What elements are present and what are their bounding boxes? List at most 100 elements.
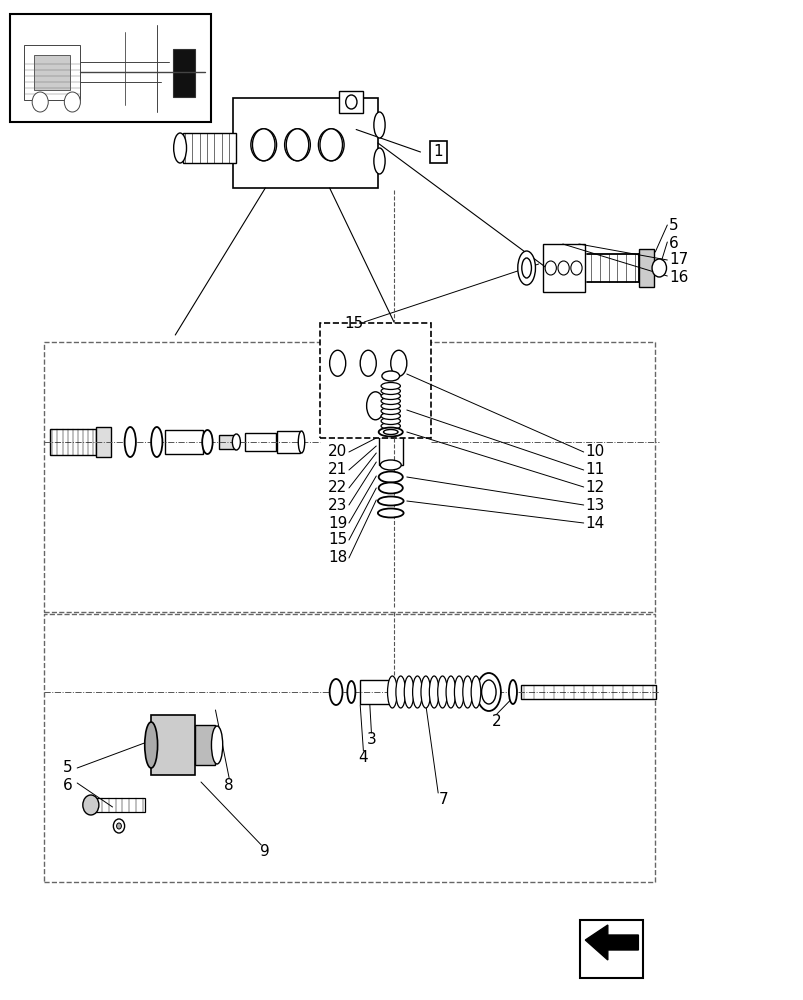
Ellipse shape <box>298 431 304 453</box>
Ellipse shape <box>380 460 401 470</box>
Ellipse shape <box>395 676 405 708</box>
Circle shape <box>651 259 666 277</box>
Text: 2: 2 <box>491 714 501 730</box>
Bar <box>96 427 111 457</box>
Circle shape <box>544 261 556 275</box>
Ellipse shape <box>145 722 157 768</box>
Ellipse shape <box>378 483 402 493</box>
Ellipse shape <box>252 129 275 161</box>
Ellipse shape <box>471 676 480 708</box>
Ellipse shape <box>390 350 406 376</box>
Ellipse shape <box>329 679 342 705</box>
Bar <box>92 798 145 812</box>
Ellipse shape <box>366 392 384 420</box>
Ellipse shape <box>360 350 376 376</box>
Bar <box>44 342 654 612</box>
Ellipse shape <box>329 350 345 376</box>
Text: 16: 16 <box>668 270 687 286</box>
Ellipse shape <box>421 676 430 708</box>
Ellipse shape <box>429 676 438 708</box>
Circle shape <box>557 261 569 275</box>
Ellipse shape <box>437 676 446 708</box>
Text: 6: 6 <box>668 235 678 250</box>
Text: 7: 7 <box>438 792 448 808</box>
Text: 13: 13 <box>585 497 604 512</box>
Ellipse shape <box>232 434 240 450</box>
Circle shape <box>113 819 124 833</box>
Ellipse shape <box>211 726 222 764</box>
Bar <box>173 49 195 97</box>
Text: 6: 6 <box>63 778 72 792</box>
Bar <box>380 360 401 378</box>
Ellipse shape <box>377 496 403 506</box>
Ellipse shape <box>381 408 400 414</box>
Text: 5: 5 <box>668 218 678 232</box>
Bar <box>183 133 236 163</box>
Circle shape <box>116 823 121 829</box>
Ellipse shape <box>508 680 516 704</box>
Ellipse shape <box>202 430 213 454</box>
Ellipse shape <box>521 258 531 278</box>
Text: 20: 20 <box>328 444 347 460</box>
Text: 5: 5 <box>63 760 72 776</box>
Circle shape <box>32 92 48 112</box>
Circle shape <box>345 95 357 109</box>
Circle shape <box>64 92 80 112</box>
Text: 12: 12 <box>585 480 604 494</box>
Bar <box>218 435 236 449</box>
Text: 21: 21 <box>328 462 347 478</box>
Text: 10: 10 <box>585 444 604 460</box>
Ellipse shape <box>381 382 400 389</box>
Text: 14: 14 <box>585 516 604 530</box>
Circle shape <box>570 261 581 275</box>
Bar <box>151 715 195 775</box>
Bar <box>165 430 203 454</box>
Text: 3: 3 <box>366 732 376 748</box>
Text: 9: 9 <box>260 844 270 859</box>
Ellipse shape <box>517 251 535 285</box>
Bar <box>360 680 393 704</box>
Polygon shape <box>585 925 638 960</box>
Ellipse shape <box>381 392 400 399</box>
Ellipse shape <box>378 428 402 436</box>
Text: 11: 11 <box>585 462 604 478</box>
Ellipse shape <box>476 673 500 711</box>
Ellipse shape <box>387 676 397 708</box>
Ellipse shape <box>373 148 385 174</box>
Text: 19: 19 <box>328 516 347 530</box>
Ellipse shape <box>377 508 403 518</box>
Bar <box>195 725 215 765</box>
Bar <box>520 685 655 699</box>
Ellipse shape <box>173 133 186 163</box>
Circle shape <box>318 129 344 161</box>
Ellipse shape <box>381 387 400 394</box>
Bar <box>50 429 96 455</box>
Text: 17: 17 <box>668 252 687 267</box>
Ellipse shape <box>381 412 400 420</box>
Text: 4: 4 <box>358 750 368 766</box>
Ellipse shape <box>378 472 402 483</box>
Ellipse shape <box>373 112 385 138</box>
Text: 1: 1 <box>433 144 442 159</box>
Bar <box>24 45 80 100</box>
Ellipse shape <box>320 129 342 161</box>
Circle shape <box>83 795 99 815</box>
Bar <box>10 14 210 122</box>
Circle shape <box>251 129 276 161</box>
Ellipse shape <box>381 397 400 404</box>
Ellipse shape <box>463 676 472 708</box>
Text: 18: 18 <box>328 550 347 566</box>
Ellipse shape <box>481 680 495 704</box>
Ellipse shape <box>404 676 414 708</box>
Bar <box>34 55 70 90</box>
Ellipse shape <box>286 129 308 161</box>
Ellipse shape <box>347 681 355 703</box>
Bar <box>378 437 402 465</box>
Circle shape <box>284 129 310 161</box>
Ellipse shape <box>412 676 422 708</box>
Ellipse shape <box>454 676 463 708</box>
Bar <box>580 920 642 978</box>
Bar <box>320 323 430 438</box>
Ellipse shape <box>151 427 162 457</box>
Text: 8: 8 <box>224 778 234 792</box>
